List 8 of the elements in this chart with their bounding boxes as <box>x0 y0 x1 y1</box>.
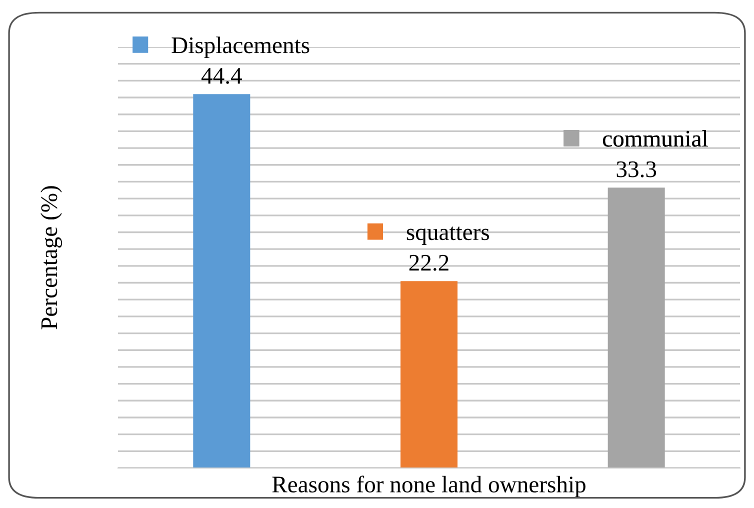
legend-label: Displacements <box>172 36 310 58</box>
legend-label: communial <box>603 130 708 147</box>
data-label: 44.4 <box>201 68 242 84</box>
data-label: 33.3 <box>616 161 656 178</box>
data-label: 22.2 <box>409 254 448 271</box>
legend-label: squatters <box>406 226 489 245</box>
y-axis-title: Percentage (%) <box>40 186 62 330</box>
x-axis-title: Reasons for none land ownership <box>272 476 586 498</box>
